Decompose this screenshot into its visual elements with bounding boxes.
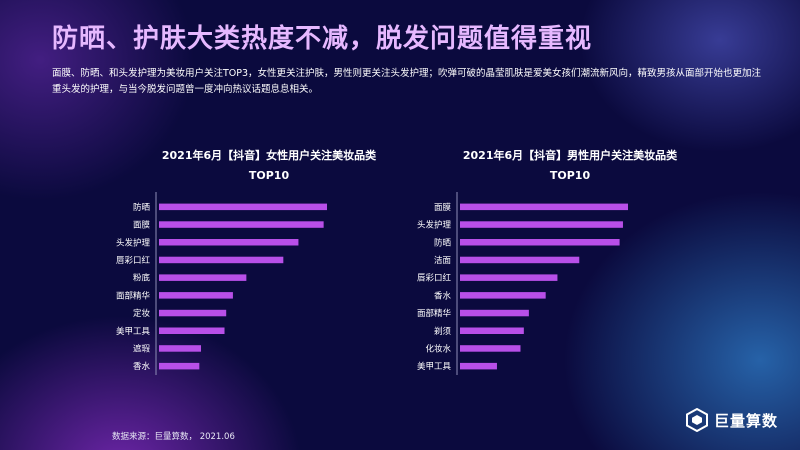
chart-title-sub: TOP10 (549, 169, 591, 182)
category-label: 剃须 (434, 326, 452, 337)
hexagon-logo-icon (686, 408, 708, 432)
category-label: 洁面 (434, 255, 452, 266)
bar (159, 274, 247, 281)
category-label: 香水 (434, 290, 452, 301)
logo-text: 巨量算数 (714, 411, 779, 430)
bar (460, 345, 521, 352)
category-label: 面膜 (434, 202, 452, 213)
category-label: 唇彩口红 (116, 255, 151, 266)
bar (159, 221, 324, 228)
bar (159, 203, 327, 211)
category-label: 粉底 (133, 273, 151, 284)
category-label: 防晒 (133, 202, 151, 213)
bar (159, 292, 233, 299)
data-source-note: 数据来源：巨量算数， 2021.06 (112, 432, 235, 442)
category-label: 防晒 (434, 237, 452, 248)
category-label: 头发护理 (116, 237, 151, 248)
bar (159, 256, 284, 264)
bar (159, 239, 299, 246)
category-label: 遮瑕 (133, 343, 151, 354)
bar (159, 362, 200, 370)
bar (460, 362, 497, 370)
chart-title-main: 2021年6月【抖音】女性用户关注美妆品类 (161, 149, 377, 162)
page-title: 防晒、护肤大类热度不减，脱发问题值得重视 (52, 24, 593, 54)
bar (460, 239, 620, 246)
category-label: 面膜 (133, 220, 151, 231)
bar (460, 274, 558, 281)
bar (460, 327, 524, 334)
category-label: 美甲工具 (417, 361, 452, 372)
category-label: 化妆水 (425, 343, 451, 354)
bar (159, 309, 227, 317)
bar (460, 309, 529, 317)
bar (159, 345, 201, 352)
page-description: 面膜、防晒、和头发护理为美妆用户关注TOP3，女性更关注护肤，男性则更关注头发护… (52, 68, 762, 95)
chart-title: 2021年6月【抖音】男性用户关注美妆品类 TOP10 (405, 146, 735, 186)
chart-title-sub: TOP10 (248, 169, 290, 182)
bar (460, 221, 623, 228)
brand-logo: 巨量算数 (686, 408, 778, 432)
category-label: 唇彩口红 (417, 273, 452, 284)
category-label: 面部精华 (116, 290, 151, 301)
female-category-chart: 2021年6月【抖音】女性用户关注美妆品类 TOP10 防晒面膜头发护理唇彩口红… (104, 146, 434, 386)
category-label: 香水 (133, 361, 151, 372)
bar (460, 203, 628, 211)
bar (460, 256, 580, 264)
chart-title-main: 2021年6月【抖音】男性用户关注美妆品类 (462, 149, 678, 162)
category-label: 美甲工具 (116, 326, 151, 337)
category-label: 面部精华 (417, 308, 452, 319)
chart-title: 2021年6月【抖音】女性用户关注美妆品类 TOP10 (104, 146, 434, 186)
category-label: 定妆 (133, 308, 151, 319)
category-label: 头发护理 (417, 220, 452, 231)
male-category-chart: 2021年6月【抖音】男性用户关注美妆品类 TOP10 面膜头发护理防晒洁面唇彩… (405, 146, 735, 386)
bar (159, 327, 225, 334)
bar (460, 292, 546, 299)
